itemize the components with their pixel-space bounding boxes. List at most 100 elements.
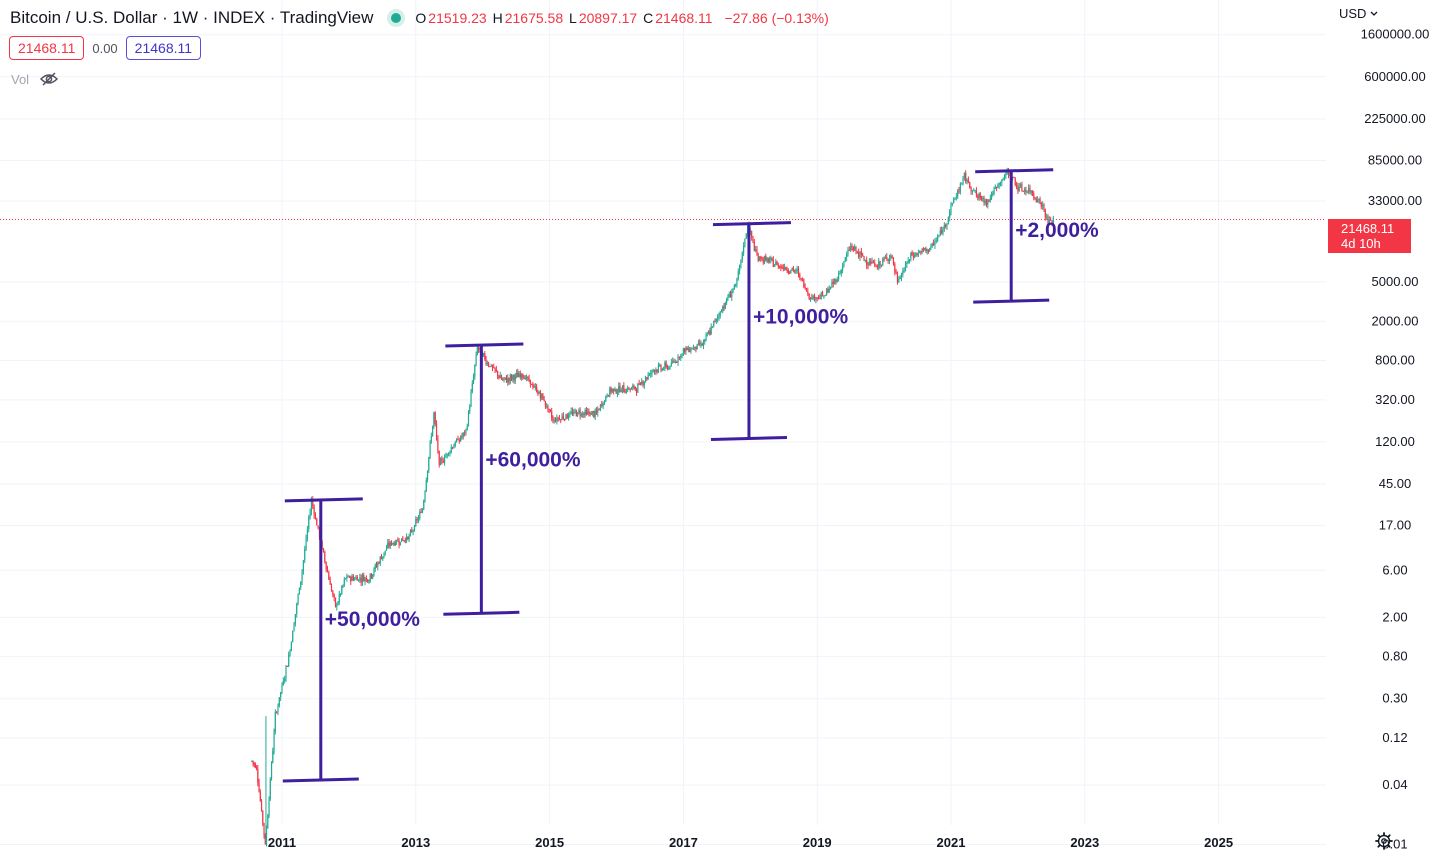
candle-body <box>627 388 629 391</box>
candle-body <box>265 828 268 844</box>
candle-body <box>510 374 513 380</box>
candle-body <box>823 296 825 298</box>
candle-body <box>815 297 817 300</box>
candle-body <box>883 258 885 260</box>
y-tick-label: 2000.00 <box>1372 313 1419 328</box>
candle-body <box>833 279 836 284</box>
legend-header: Bitcoin / U.S. Dollar · 1W · INDEX · Tra… <box>10 8 831 28</box>
candle-body <box>753 241 755 251</box>
candle-body <box>423 500 425 510</box>
last-price-label: 21468.11 4d 10h <box>1328 219 1411 253</box>
candle-body <box>605 396 607 402</box>
candle-body <box>589 412 591 414</box>
candle-body <box>537 391 539 394</box>
candle-body <box>258 782 260 792</box>
candle-body <box>1007 169 1010 176</box>
annotation-top-cap[interactable] <box>284 497 363 503</box>
low-value: 20897.17 <box>578 10 638 26</box>
x-tick-label: 2019 <box>803 835 832 850</box>
candle-body <box>360 577 362 583</box>
annotation-label[interactable]: +60,000% <box>485 448 580 471</box>
candle-body <box>992 193 994 195</box>
annotation-label[interactable]: +50,000% <box>325 608 420 631</box>
candle-body <box>614 389 616 391</box>
candle-body <box>737 271 739 279</box>
candle-body <box>500 375 503 380</box>
eye-crossed-icon[interactable] <box>39 71 59 87</box>
candle-body <box>368 581 370 583</box>
annotation-top-cap[interactable] <box>712 221 792 227</box>
candle-body <box>917 253 919 255</box>
candle-body <box>542 393 544 400</box>
candle-body <box>549 409 552 412</box>
candle-body <box>607 394 610 397</box>
candle-body <box>429 441 431 458</box>
candle-body <box>1025 189 1027 193</box>
annotation-bottom-cap[interactable] <box>710 435 788 441</box>
candle-body <box>379 556 381 564</box>
candle-body <box>341 586 343 594</box>
candle-body <box>601 404 603 407</box>
y-tick-label: 225000.00 <box>1364 111 1425 126</box>
candle-body <box>662 368 665 370</box>
sell-price-button[interactable]: 21468.11 <box>9 36 85 60</box>
annotation-top-cap[interactable] <box>975 168 1054 174</box>
annotation-bottom-cap[interactable] <box>282 777 359 783</box>
candle-body <box>794 270 796 272</box>
candle-body <box>969 182 971 188</box>
buy-price-button[interactable]: 21468.11 <box>125 36 202 60</box>
candle-body <box>438 450 440 466</box>
candle-body <box>556 418 558 422</box>
annotation-label[interactable]: +2,000% <box>1015 219 1099 242</box>
annotation-bottom-cap[interactable] <box>973 298 1050 304</box>
candle-body <box>1014 177 1016 186</box>
candle-body <box>908 259 911 261</box>
candle-body <box>290 642 292 651</box>
candle-body <box>682 348 684 354</box>
candle-body <box>902 270 904 275</box>
candle-body <box>369 573 371 582</box>
candle-body <box>762 260 764 263</box>
candle-body <box>445 455 447 458</box>
candle-body <box>387 542 389 548</box>
candle-body <box>970 187 972 192</box>
candle-body <box>252 760 254 763</box>
candle-body <box>898 279 900 283</box>
candle-body <box>650 373 652 375</box>
annotation-top-cap[interactable] <box>445 342 524 348</box>
annotation-bottom-cap[interactable] <box>443 610 520 616</box>
candle-body <box>564 419 566 421</box>
candle-body <box>983 198 985 203</box>
currency-selector[interactable]: USD <box>1339 6 1378 21</box>
candle-body <box>941 230 943 234</box>
candle-body <box>744 238 746 246</box>
candle-body <box>933 243 935 246</box>
candle-body <box>293 623 295 632</box>
candle-body <box>808 293 810 300</box>
candle-body <box>704 339 706 342</box>
candle-body <box>690 348 692 352</box>
candle-body <box>795 270 797 272</box>
annotation-label[interactable]: +10,000% <box>753 306 848 329</box>
candle-body <box>609 387 611 397</box>
candle-body <box>585 410 587 415</box>
candle-body <box>534 386 536 388</box>
candle-body <box>571 411 574 415</box>
candle-body <box>842 266 844 270</box>
candle-body <box>980 198 983 200</box>
candle-body <box>590 413 593 415</box>
candle-body <box>502 379 504 381</box>
candle-body <box>403 540 405 542</box>
y-tick-label: 0.30 <box>1382 691 1407 706</box>
candle-body <box>710 326 712 335</box>
symbol-title[interactable]: Bitcoin / U.S. Dollar · 1W · INDEX · Tra… <box>10 8 374 27</box>
volume-indicator[interactable]: Vol <box>11 71 59 87</box>
candle-body <box>752 237 754 242</box>
candle-body <box>404 540 406 542</box>
candle-body <box>312 499 314 507</box>
candle-body <box>583 413 585 415</box>
gear-icon[interactable] <box>1375 832 1393 850</box>
candle-body <box>597 409 599 413</box>
candle-body <box>931 243 933 247</box>
